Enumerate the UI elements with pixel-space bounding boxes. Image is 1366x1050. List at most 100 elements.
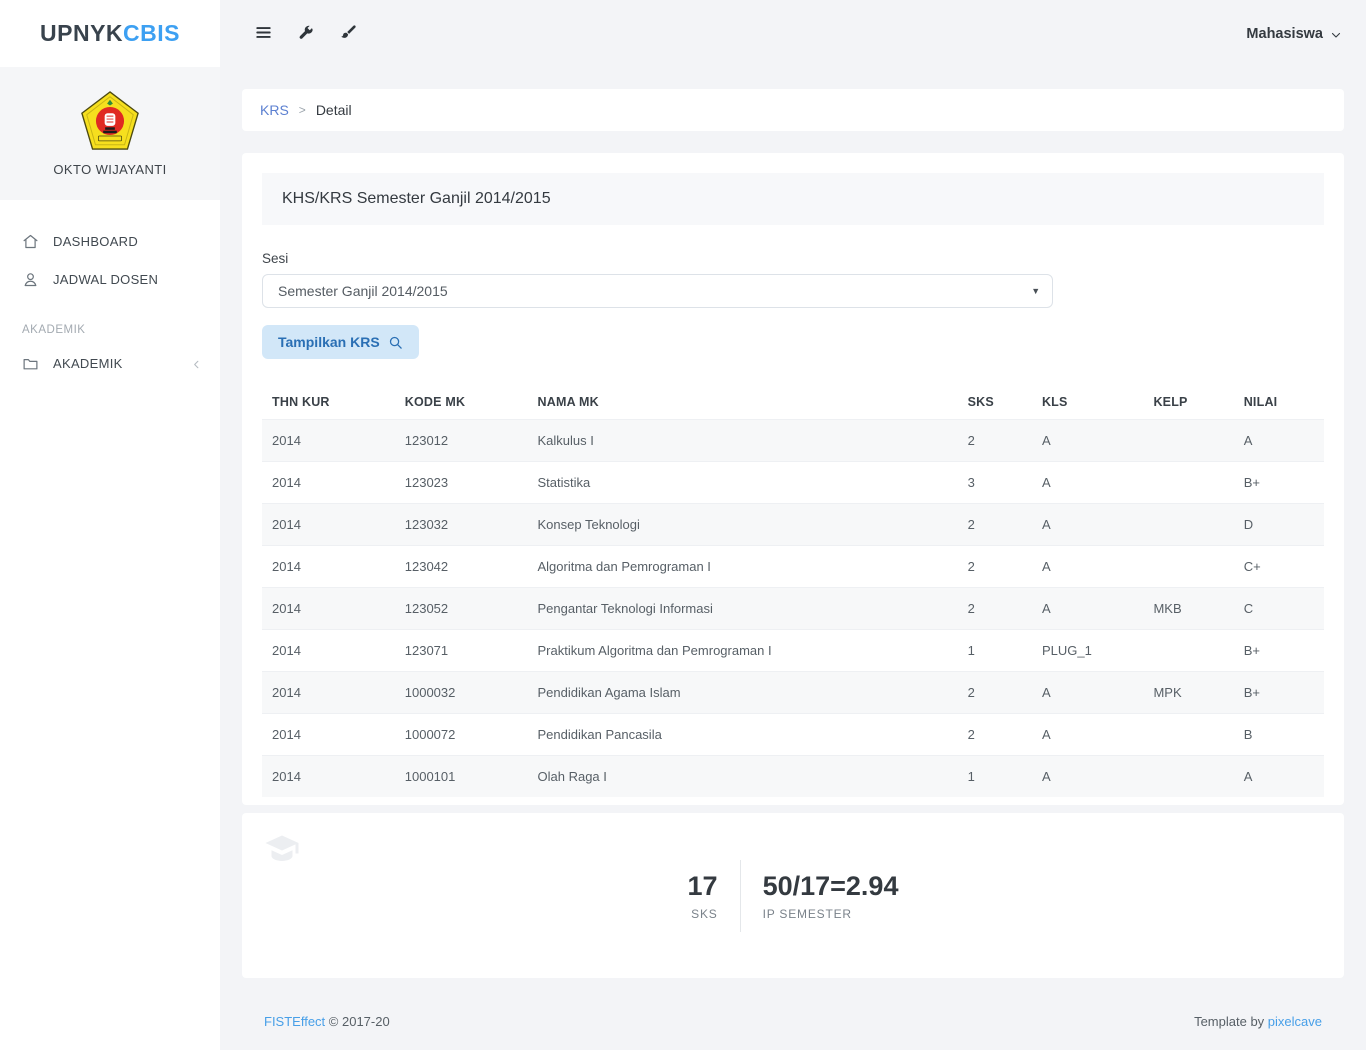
tampilkan-krs-label: Tampilkan KRS — [278, 334, 380, 350]
table-row: 2014 123032 Konsep Teknologi 2 A D — [262, 503, 1324, 546]
sidebar-item-jadwal-dosen[interactable]: JADWAL DOSEN — [0, 260, 220, 298]
table-row: 2014 1000072 Pendidikan Pancasila 2 A B — [262, 713, 1324, 756]
stat-divider — [739, 859, 741, 932]
table-cell — [1143, 713, 1234, 756]
table-cell: 2014 — [262, 419, 395, 462]
ip-semester-label: IP SEMESTER — [762, 906, 852, 921]
table-column-header: NAMA MK — [537, 395, 599, 409]
table-cell: D — [1233, 503, 1324, 546]
tampilkan-krs-button[interactable]: Tampilkan KRS — [262, 325, 419, 359]
table-cell: 2 — [957, 587, 1032, 630]
brand-primary: UPNYK — [40, 20, 124, 46]
table-cell: MKB — [1143, 587, 1234, 630]
sidebar-nav: DASHBOARD JADWAL DOSEN AKADEMIK AKADEMIK — [0, 200, 220, 382]
table-cell: C — [1233, 587, 1324, 630]
table-cell: B — [1233, 713, 1324, 756]
session-field-label: Sesi — [262, 251, 289, 266]
table-cell: B+ — [1233, 671, 1324, 714]
wrench-icon — [297, 24, 314, 44]
footer-left: FISTEffect © 2017-20 — [264, 1014, 390, 1029]
table-cell: 2014 — [262, 755, 395, 797]
breadcrumb-separator: > — [298, 103, 306, 117]
table-cell: 2014 — [262, 629, 395, 672]
table-cell: Praktikum Algoritma dan Pemrograman I — [527, 629, 958, 672]
table-cell — [1143, 419, 1234, 462]
table-cell: 2 — [957, 419, 1032, 462]
table-cell: A — [1233, 755, 1324, 797]
table-column-header: KODE MK — [404, 395, 466, 409]
home-icon — [22, 233, 39, 250]
brand-accent: CBIS — [123, 20, 180, 46]
user-icon — [22, 271, 39, 288]
table-cell: 1000101 — [394, 755, 528, 797]
top-navbar: Mahasiswa — [220, 0, 1366, 67]
breadcrumb: KRS > Detail — [242, 89, 1344, 131]
sidebar-header: UPNYKCBIS — [0, 0, 220, 67]
pixelcave-link[interactable]: pixelcave — [1267, 1014, 1322, 1029]
role-dropdown[interactable]: Mahasiswa — [1246, 26, 1342, 42]
table-cell: A — [1031, 587, 1144, 630]
user-name: OKTO WIJAYANTI — [53, 162, 167, 177]
sks-value: 17 — [687, 870, 718, 901]
sidebar-section-heading: AKADEMIK — [22, 324, 86, 336]
main-area: Mahasiswa KRS > Detail KHS/KRS Semester … — [220, 0, 1366, 1029]
table-cell: Pengantar Teknologi Informasi — [527, 587, 958, 630]
table-cell: A — [1233, 419, 1324, 462]
sidebar-item-dashboard[interactable]: DASHBOARD — [0, 222, 220, 260]
table-column-header: KLS — [1041, 395, 1068, 409]
table-cell: A — [1031, 671, 1144, 714]
table-cell: C+ — [1233, 545, 1324, 588]
footer-right: Template by pixelcave — [1194, 1014, 1322, 1029]
settings-button[interactable] — [286, 17, 324, 51]
graduation-cap-icon — [264, 831, 300, 861]
theme-button[interactable] — [328, 17, 366, 51]
user-panel: OKTO WIJAYANTI — [0, 67, 220, 200]
table-row: 2014 123071 Praktikum Algoritma dan Pemrog… — [262, 629, 1324, 672]
ip-semester-value: 50/17=2.94 — [762, 870, 899, 901]
table-cell — [1143, 629, 1234, 672]
brand-logo[interactable]: UPNYKCBIS — [40, 20, 180, 47]
table-cell: 2014 — [262, 461, 395, 504]
table-cell: 3 — [957, 461, 1032, 504]
table-cell: 2 — [957, 503, 1032, 546]
table-cell: B+ — [1233, 629, 1324, 672]
table-cell: Konsep Teknologi — [527, 503, 958, 546]
krs-table-head: THN KUR KODE MK NAMA MK SKS KLS KELP NILAI — [262, 385, 1324, 420]
fisteffect-link[interactable]: FISTEffect — [264, 1014, 326, 1029]
table-cell: MPK — [1143, 671, 1234, 714]
table-cell: Pendidikan Agama Islam — [527, 671, 958, 714]
page-title: KHS/KRS Semester Ganjil 2014/2015 — [282, 190, 551, 207]
table-cell: 2014 — [262, 503, 395, 546]
table-column-header: KELP — [1153, 395, 1188, 409]
template-by-text: Template by — [1194, 1014, 1265, 1029]
footer: FISTEffect © 2017-20 Template by pixelca… — [242, 1014, 1344, 1029]
table-cell: 123052 — [394, 587, 528, 630]
table-cell: A — [1031, 755, 1144, 797]
session-select[interactable]: Semester Ganjil 2014/2015 — [262, 274, 1054, 308]
table-cell: 2014 — [262, 545, 395, 588]
table-cell: 123032 — [394, 503, 528, 546]
table-cell: Pendidikan Pancasila — [527, 713, 958, 756]
table-cell: A — [1031, 545, 1144, 588]
sidebar-item-label: AKADEMIK — [53, 355, 123, 371]
table-row: 2014 123023 Statistika 3 A B+ — [262, 461, 1324, 504]
table-cell: A — [1031, 503, 1144, 546]
table-column-header: NILAI — [1243, 395, 1278, 409]
ip-semester-stat: 50/17=2.94 IP SEMESTER — [763, 871, 899, 921]
card-header: KHS/KRS Semester Ganjil 2014/2015 — [262, 173, 1324, 225]
table-cell: 123071 — [394, 629, 528, 672]
table-cell — [1143, 461, 1234, 504]
sidebar-item-akademik[interactable]: AKADEMIK — [0, 344, 220, 382]
krs-table-body: 2014 123012 Kalkulus I 2 A A 2014 123023 Statist… — [262, 419, 1324, 797]
table-cell: 2014 — [262, 587, 395, 630]
table-cell: 2 — [957, 713, 1032, 756]
table-cell: A — [1031, 419, 1144, 462]
table-row: 2014 123052 Pengantar Teknologi Informasi 2… — [262, 587, 1324, 630]
session-select-wrap: Semester Ganjil 2014/2015 ▼ — [262, 274, 1054, 308]
breadcrumb-link-krs[interactable]: KRS — [260, 102, 289, 118]
table-column-header: SKS — [967, 395, 994, 409]
sidebar-toggle-button[interactable] — [244, 17, 282, 51]
